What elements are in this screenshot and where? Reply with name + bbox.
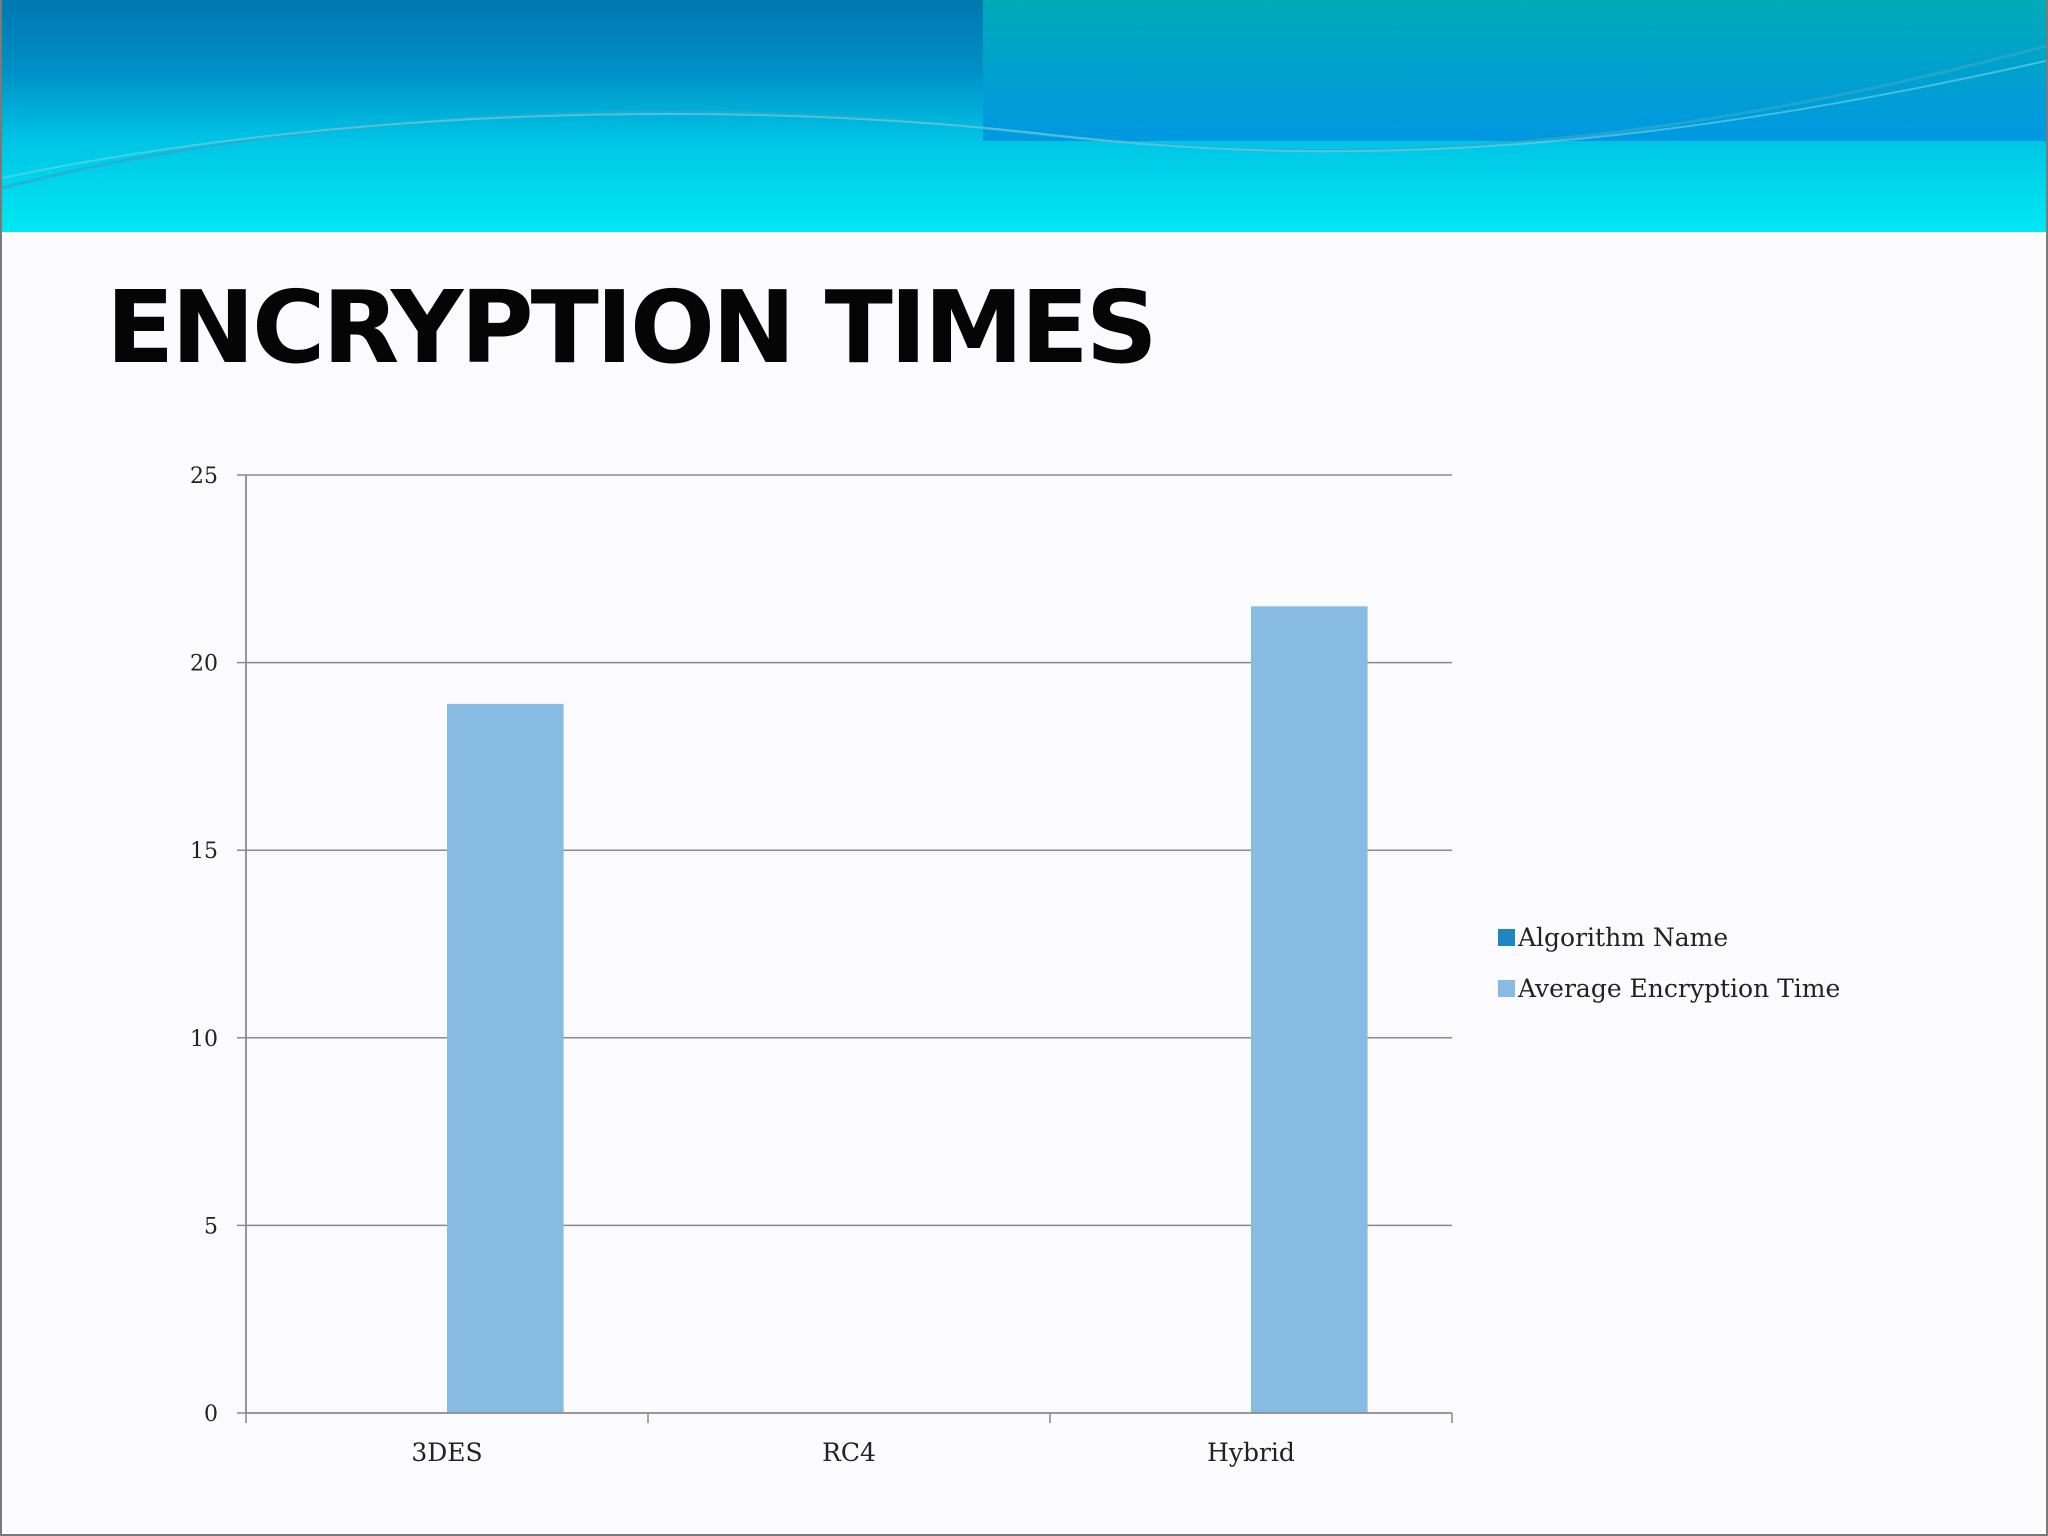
bars xyxy=(447,606,1368,1413)
x-tick-label: RC4 xyxy=(822,1438,876,1467)
axes: 0 5 10 15 20 25 3DES RC4 Hybrid xyxy=(190,464,1453,1467)
header-banner xyxy=(2,0,2046,232)
y-tick-label: 20 xyxy=(190,652,218,677)
legend-swatch xyxy=(1498,929,1515,946)
legend-label: Average Encryption Time xyxy=(1517,974,1840,1003)
legend-label: Algorithm Name xyxy=(1517,923,1728,952)
bar xyxy=(447,703,564,1413)
y-tick-label: 0 xyxy=(204,1402,218,1427)
legend: Algorithm Name Average Encryption Time xyxy=(1498,923,1840,1003)
slide-title: ENCRYPTION TIMES xyxy=(106,269,1158,386)
x-tick-label: 3DES xyxy=(411,1438,482,1467)
legend-swatch xyxy=(1498,980,1515,997)
y-tick-label: 25 xyxy=(190,464,218,489)
y-tick-label: 10 xyxy=(190,1027,218,1052)
y-tick-label: 5 xyxy=(204,1214,218,1239)
x-tick-label: Hybrid xyxy=(1207,1438,1295,1467)
y-tick-label: 15 xyxy=(190,839,218,864)
bar xyxy=(1251,606,1368,1413)
